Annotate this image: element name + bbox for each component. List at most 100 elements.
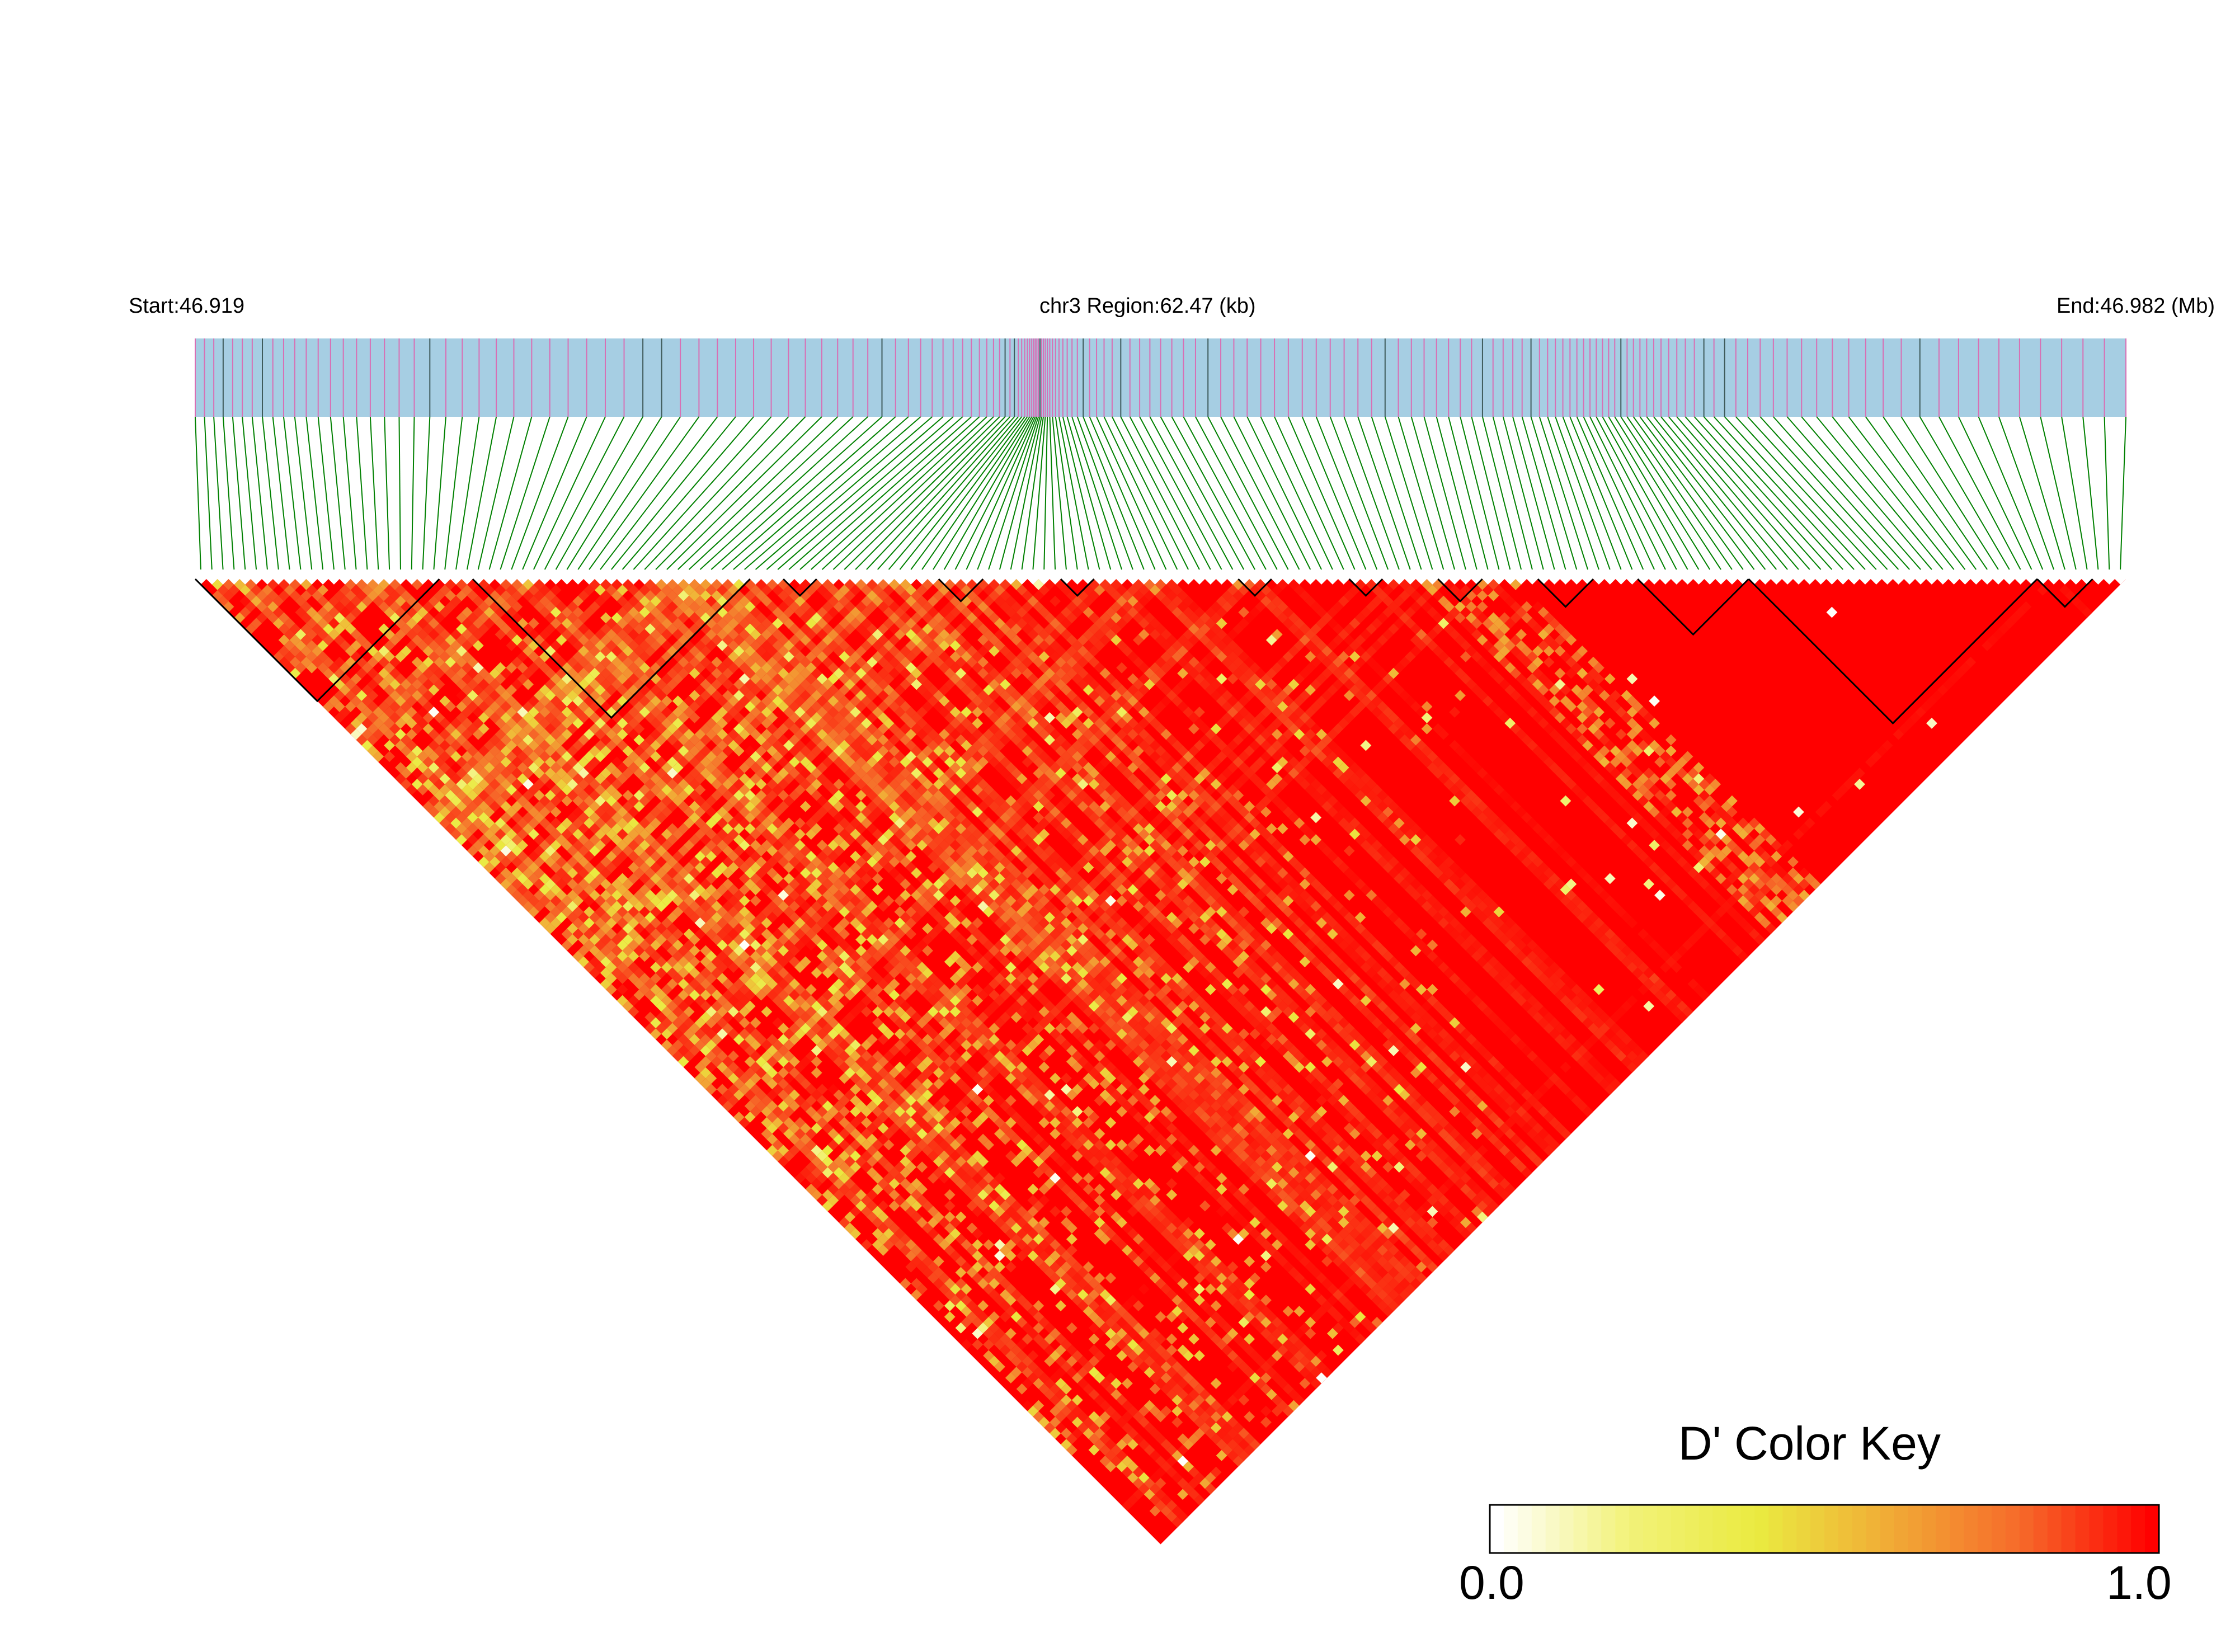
ld-cell xyxy=(733,1011,745,1023)
ld-cell xyxy=(855,1189,867,1201)
snp-connector-line xyxy=(2120,416,2126,570)
ld-cell xyxy=(333,623,345,635)
ld-cell xyxy=(245,590,257,601)
ld-cell xyxy=(600,945,611,957)
ld-cell xyxy=(1094,1372,1105,1383)
ld-cell xyxy=(278,634,290,646)
ld-cell xyxy=(733,1067,745,1079)
ld-cell xyxy=(584,862,595,873)
ld-cell xyxy=(223,579,234,590)
ld-cell xyxy=(323,656,334,668)
ld-cell xyxy=(395,707,406,718)
ld-cell xyxy=(961,1306,972,1317)
ld-cell xyxy=(755,989,767,1001)
ld-cell xyxy=(744,989,756,1001)
ld-cell xyxy=(367,679,379,690)
ld-cell xyxy=(683,928,695,940)
ld-cell xyxy=(677,989,689,1001)
ld-cell xyxy=(400,690,412,702)
ld-cell xyxy=(506,751,517,763)
ld-cell xyxy=(472,751,484,763)
snp-connector-line xyxy=(232,416,246,570)
ld-cell xyxy=(949,1295,961,1306)
ld-cell xyxy=(439,795,451,807)
ld-cell xyxy=(422,712,434,723)
ld-cell xyxy=(789,1100,800,1112)
ld-cell xyxy=(977,1255,989,1267)
ld-cell xyxy=(689,967,700,978)
ld-cell xyxy=(833,1133,845,1145)
ld-cell xyxy=(628,906,639,917)
ld-cell xyxy=(822,1200,834,1212)
ld-cell xyxy=(495,873,506,884)
ld-cell xyxy=(877,1200,889,1212)
ld-cell xyxy=(700,989,712,1001)
ld-cell xyxy=(683,1050,695,1062)
ld-cell xyxy=(711,956,723,968)
ld-cell xyxy=(600,934,611,945)
ld-cell xyxy=(1038,1372,1050,1383)
ld-cell xyxy=(1044,1389,1056,1400)
ld-cell xyxy=(666,912,678,923)
ld-cell xyxy=(467,701,478,712)
ld-cell xyxy=(1122,1433,1133,1444)
snp-connector-line xyxy=(213,416,224,570)
ld-cell xyxy=(794,1139,806,1151)
ld-cell xyxy=(278,612,290,624)
ld-cell xyxy=(339,595,351,607)
ld-cell xyxy=(323,601,334,613)
ld-cell xyxy=(561,795,573,807)
ld-cell xyxy=(1038,1416,1050,1428)
ld-cell xyxy=(523,823,534,835)
ld-cell xyxy=(567,889,578,901)
ld-cell xyxy=(772,1150,784,1162)
ld-cell xyxy=(434,812,445,823)
snp-connector-line xyxy=(1958,416,2032,570)
ld-cell xyxy=(683,950,695,962)
ld-cell xyxy=(350,717,362,729)
ld-cell xyxy=(900,1278,911,1289)
ld-cell xyxy=(872,1239,883,1250)
ld-cell xyxy=(539,840,550,851)
ld-cell xyxy=(672,928,684,940)
ld-cell xyxy=(722,956,733,968)
ld-cell xyxy=(811,1178,822,1189)
position-track xyxy=(195,338,2126,417)
ld-cell xyxy=(533,867,545,879)
ld-cell xyxy=(550,840,562,851)
ld-cell xyxy=(389,634,401,646)
ld-cell xyxy=(1066,1444,1077,1456)
ld-cell xyxy=(783,1106,794,1117)
ld-cell xyxy=(300,623,312,635)
ld-cell xyxy=(622,934,634,945)
ld-cell xyxy=(900,1156,911,1168)
snp-connector-line xyxy=(655,416,806,570)
ld-cell xyxy=(850,1150,861,1162)
ld-cell xyxy=(1166,1500,1178,1511)
ld-cell xyxy=(567,878,578,890)
ld-cell xyxy=(561,840,573,851)
ld-cell xyxy=(938,1239,950,1250)
ld-cell xyxy=(672,906,684,917)
ld-cell xyxy=(700,1067,712,1079)
ld-cell xyxy=(1005,1295,1017,1306)
ld-cell xyxy=(683,995,695,1006)
ld-cell xyxy=(1027,1306,1039,1317)
ld-cell xyxy=(866,1156,878,1168)
ld-cell xyxy=(722,1011,733,1023)
ld-cell xyxy=(223,590,234,601)
ld-cell xyxy=(567,912,578,923)
ld-cell xyxy=(705,950,717,962)
ld-cell xyxy=(839,1150,850,1162)
ld-cell xyxy=(1066,1344,1077,1356)
ld-cell xyxy=(766,1145,778,1156)
ld-cell xyxy=(861,1106,872,1117)
snp-connector-lines xyxy=(195,416,2126,570)
ld-cell xyxy=(422,701,434,712)
ld-cell xyxy=(561,939,573,951)
ld-cell xyxy=(539,773,550,784)
ld-cell xyxy=(805,1150,817,1162)
ld-cell xyxy=(789,1133,800,1145)
ld-cell xyxy=(989,1289,1000,1301)
